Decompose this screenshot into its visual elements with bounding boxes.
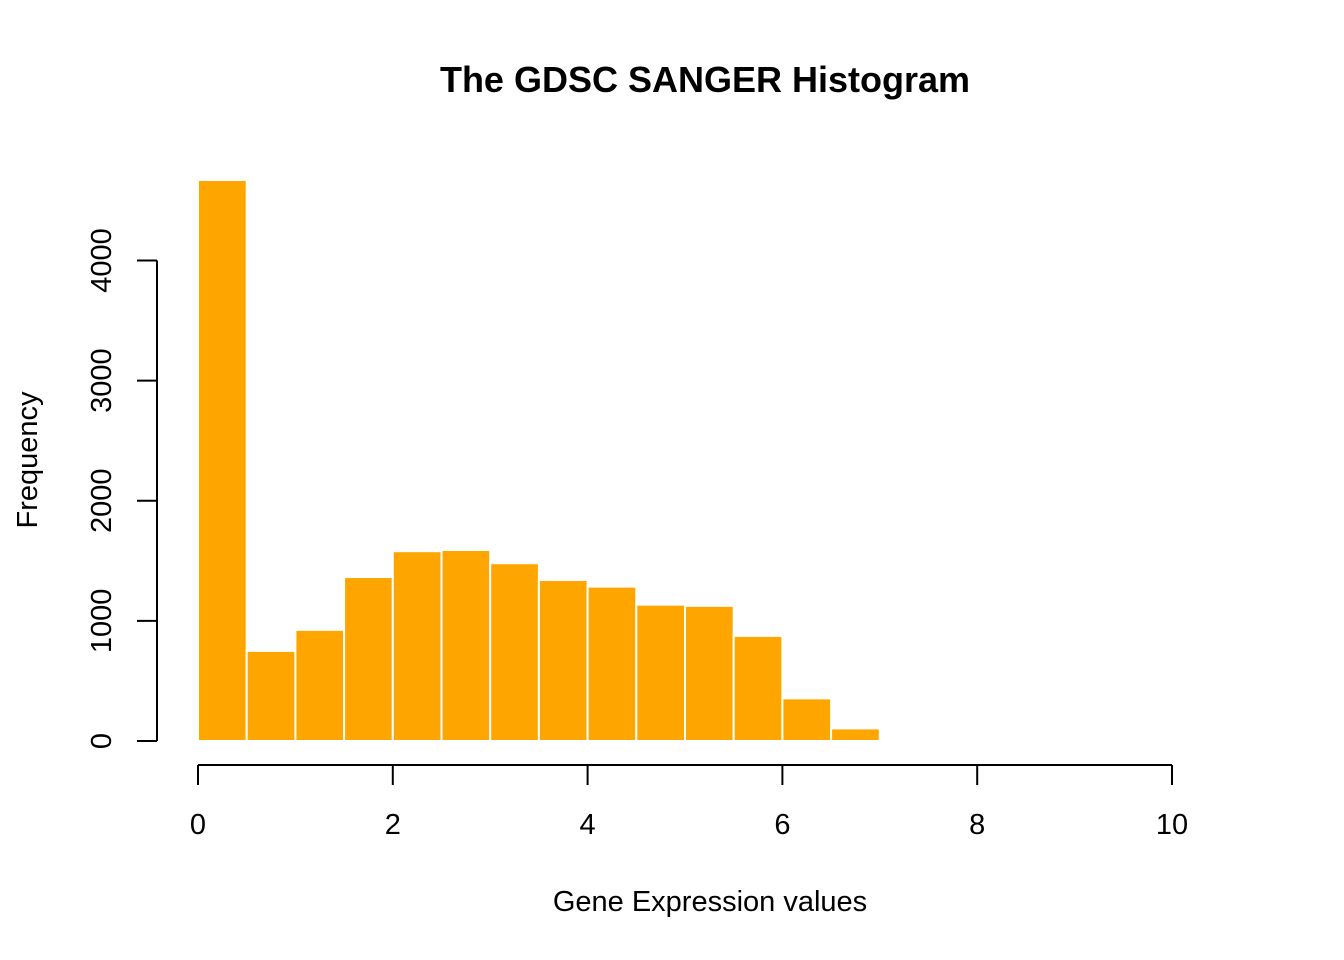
y-tick-label: 4000 [86, 228, 118, 293]
histogram-bar [391, 550, 443, 743]
y-tick-label: 1000 [86, 589, 118, 654]
y-tick-label: 0 [86, 733, 118, 749]
histogram-bar [684, 604, 735, 743]
histogram-bar [878, 738, 930, 742]
y-tick-label: 3000 [86, 348, 118, 413]
chart-title: The GDSC SANGER Histogram [440, 59, 970, 100]
x-tick-label: 4 [580, 809, 596, 841]
x-axis-label: Gene Expression values [553, 886, 867, 918]
histogram-bar [343, 576, 394, 742]
y-axis: 0 1000 2000 3000 4000 [86, 228, 158, 749]
y-axis-label: Frequency [12, 391, 44, 529]
x-tick-label: 10 [1156, 809, 1188, 841]
histogram-bar [732, 634, 784, 742]
x-tick-label: 6 [774, 809, 790, 841]
histogram-bar [830, 727, 881, 743]
histogram-bar [489, 562, 540, 742]
y-tick-label: 2000 [86, 468, 118, 533]
histogram-bar [781, 697, 833, 742]
histogram-bar [245, 649, 297, 742]
histogram-bar [197, 179, 248, 742]
histogram-bar [440, 548, 492, 743]
x-tick-label: 8 [969, 809, 985, 841]
x-axis: 0 2 4 6 8 10 [190, 764, 1188, 841]
x-tick-label: 2 [385, 809, 401, 841]
histogram-bar [537, 579, 589, 742]
bars-group [197, 179, 930, 743]
x-tick-label: 0 [190, 809, 206, 841]
histogram-bar [294, 628, 346, 743]
histogram-bar [586, 585, 638, 742]
histogram-bar [635, 603, 686, 742]
